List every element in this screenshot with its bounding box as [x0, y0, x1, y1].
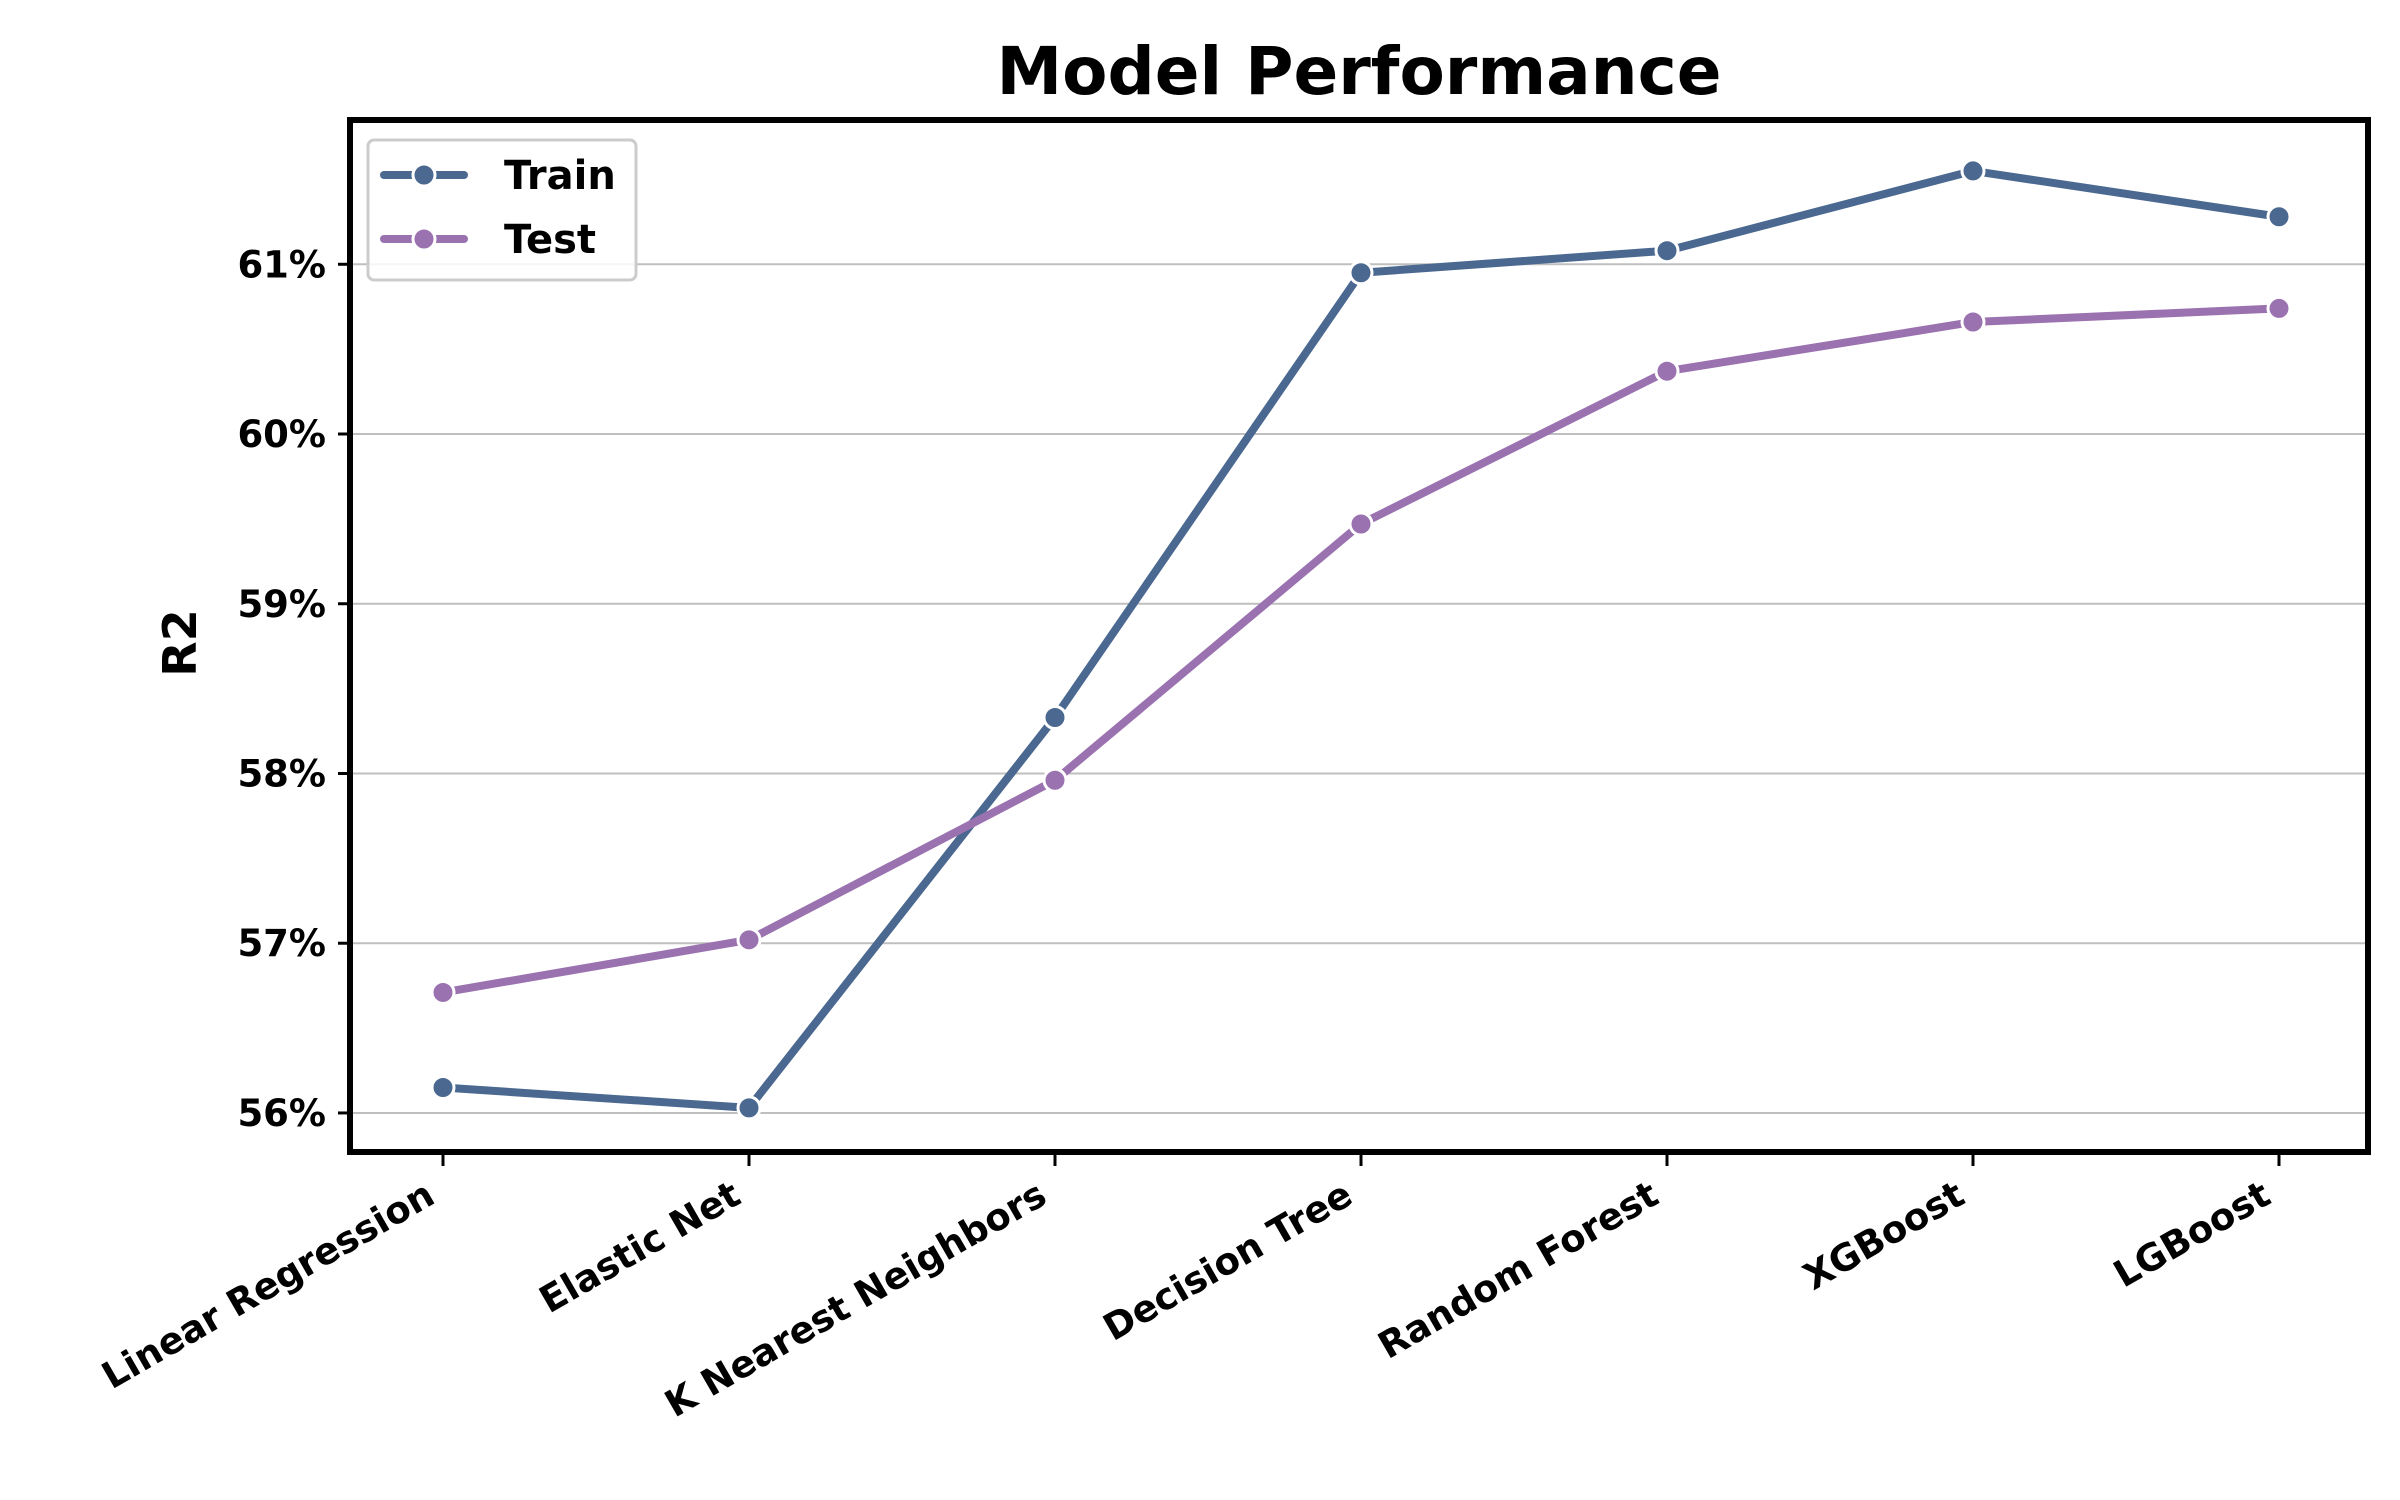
series-line-test — [439, 304, 2283, 997]
x-tick-label: Linear Regression — [95, 1173, 442, 1398]
data-point-train — [1654, 238, 1680, 264]
y-axis-label: R2 — [153, 609, 207, 676]
data-point-train — [736, 1095, 762, 1121]
series-line-train — [439, 166, 2283, 1112]
data-point-train — [1960, 158, 1986, 184]
legend-label: Test — [504, 217, 596, 263]
legend-label: Train — [504, 153, 616, 199]
legend-swatch-marker — [411, 162, 437, 188]
x-tick-label: Elastic Net — [532, 1173, 747, 1322]
y-tick-label: 57% — [237, 922, 326, 965]
data-point-train — [2266, 204, 2292, 230]
axes: 56% 57% 58% 59% 60% 61% Linear Regression Elast… — [95, 243, 2281, 1426]
x-tick-label: LGBoost — [2106, 1173, 2277, 1297]
chart-title: Model Performance — [996, 33, 1721, 110]
data-point-test — [1348, 511, 1374, 537]
data-point-test — [1654, 358, 1680, 384]
x-tick-label: XGBoost — [1796, 1173, 1971, 1299]
y-tick-label: 60% — [237, 413, 326, 456]
series-test — [430, 295, 2292, 1005]
data-point-train — [1042, 704, 1068, 730]
plot-frame — [347, 117, 2371, 1155]
x-tick-label: Decision Tree — [1096, 1173, 1359, 1350]
data-point-test — [430, 979, 456, 1005]
data-point-train — [1348, 260, 1374, 286]
data-point-test — [1042, 767, 1068, 793]
data-point-test — [2266, 295, 2292, 321]
legend-swatch-marker — [411, 226, 437, 252]
data-point-test — [736, 927, 762, 953]
gridlines — [350, 263, 2368, 1114]
x-tick-label: Random Forest — [1371, 1173, 1666, 1368]
legend-item-test: Test — [380, 217, 596, 263]
series-group — [430, 158, 2292, 1121]
data-point-test — [1960, 309, 1986, 335]
legend-item-train: Train — [380, 153, 616, 199]
y-tick-label: 61% — [237, 243, 326, 286]
y-tick-label: 59% — [237, 583, 326, 626]
series-train — [430, 158, 2292, 1121]
y-tick-label: 56% — [237, 1092, 326, 1135]
y-tick-label: 58% — [237, 752, 326, 795]
data-point-train — [430, 1075, 456, 1100]
legend: Train Test — [366, 138, 638, 282]
